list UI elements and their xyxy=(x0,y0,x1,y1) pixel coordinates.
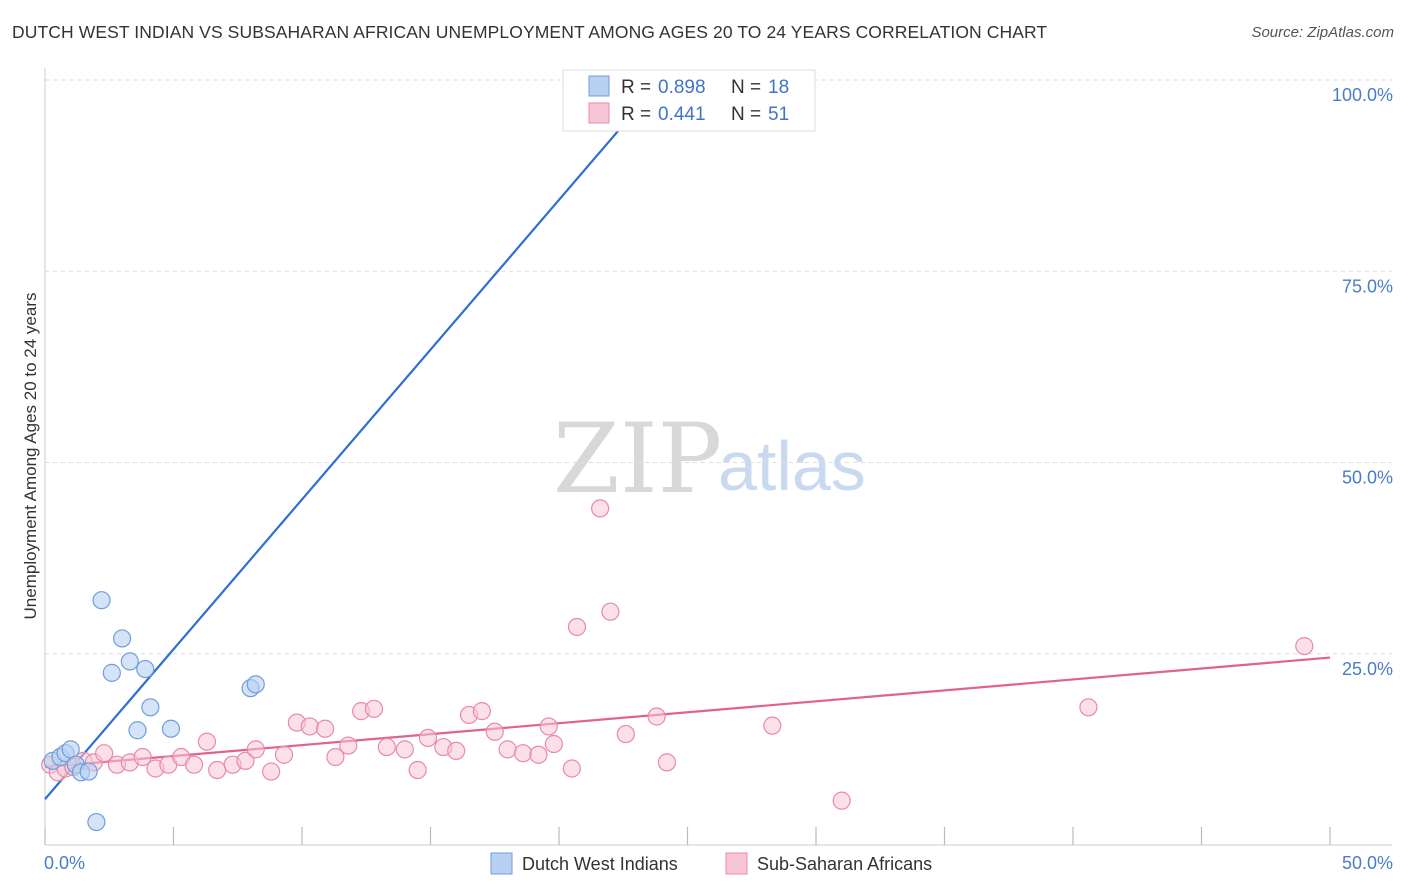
bottom-legend-swatch-pink xyxy=(725,852,748,875)
bottom-legend: Dutch West Indians Sub-Saharan Africans xyxy=(490,852,932,875)
x-tick-label: 50.0% xyxy=(1342,853,1393,873)
trend-line-sub-saharan-africans xyxy=(44,656,1331,769)
data-point-sub-saharan-africans xyxy=(616,724,635,744)
legend-r-value-blue: 0.898 xyxy=(658,77,706,98)
data-point-sub-saharan-africans xyxy=(184,755,204,774)
data-point-sub-saharan-africans xyxy=(1295,636,1314,656)
data-point-sub-saharan-africans xyxy=(246,740,265,759)
data-point-sub-saharan-africans xyxy=(657,753,677,772)
data-point-dutch-west-indians xyxy=(120,652,139,671)
data-point-sub-saharan-africans xyxy=(326,747,345,767)
data-point-dutch-west-indians xyxy=(87,812,106,832)
data-point-sub-saharan-africans xyxy=(832,791,851,810)
data-point-dutch-west-indians xyxy=(61,740,80,759)
data-point-sub-saharan-africans xyxy=(133,747,152,767)
data-point-sub-saharan-africans xyxy=(539,717,558,736)
data-points xyxy=(41,499,1314,832)
data-point-sub-saharan-africans xyxy=(197,732,217,751)
data-point-sub-saharan-africans xyxy=(591,499,610,518)
source-credit: Source: ZipAtlas.com xyxy=(1251,24,1394,41)
x-tick-label: 0.0% xyxy=(44,853,85,873)
axes xyxy=(44,68,1392,846)
data-point-sub-saharan-africans xyxy=(498,740,517,759)
data-point-sub-saharan-africans xyxy=(408,760,427,780)
data-point-sub-saharan-africans xyxy=(567,617,587,637)
y-tick-label: 25.0% xyxy=(1342,659,1393,679)
data-point-sub-saharan-africans xyxy=(472,702,491,721)
legend-r-value-pink: 0.441 xyxy=(658,104,706,125)
bottom-legend-swatch-blue xyxy=(490,852,513,875)
data-point-dutch-west-indians xyxy=(92,591,111,610)
watermark-atlas: atlas xyxy=(718,427,866,505)
data-point-sub-saharan-africans xyxy=(544,734,563,754)
data-point-sub-saharan-africans xyxy=(377,737,396,757)
data-point-sub-saharan-africans xyxy=(601,602,620,621)
data-point-sub-saharan-africans xyxy=(485,722,504,741)
data-point-sub-saharan-africans xyxy=(513,744,533,763)
legend-swatch-blue xyxy=(588,75,610,97)
data-point-sub-saharan-africans xyxy=(208,760,227,780)
chart-title: DUTCH WEST INDIAN VS SUBSAHARAN AFRICAN … xyxy=(12,22,1048,42)
data-point-sub-saharan-africans xyxy=(262,762,281,781)
data-point-sub-saharan-africans xyxy=(300,717,319,736)
data-point-sub-saharan-africans xyxy=(418,728,438,748)
watermark-zip: ZIP xyxy=(553,403,722,515)
y-tick-labels: 25.0% 50.0% 75.0% 100.0% xyxy=(1332,85,1393,679)
legend-n-value-blue: 18 xyxy=(768,77,789,98)
data-point-sub-saharan-africans xyxy=(647,707,666,726)
data-point-dutch-west-indians xyxy=(128,721,147,740)
y-tick-label: 75.0% xyxy=(1342,276,1393,296)
data-point-sub-saharan-africans xyxy=(95,744,114,763)
y-tick-label: 100.0% xyxy=(1332,85,1393,105)
data-point-sub-saharan-africans xyxy=(274,745,294,764)
legend-r-label-blue: R = xyxy=(621,77,651,98)
bottom-legend-label-blue: Dutch West Indians xyxy=(522,854,678,874)
top-legend: R = 0.898 N = 18 R = 0.441 N = 51 xyxy=(562,69,816,132)
legend-r-label-pink: R = xyxy=(621,104,651,125)
data-point-sub-saharan-africans xyxy=(447,741,466,761)
data-point-dutch-west-indians xyxy=(102,663,121,682)
legend-n-value-pink: 51 xyxy=(768,104,789,125)
bottom-legend-label-pink: Sub-Saharan Africans xyxy=(757,854,932,874)
data-point-dutch-west-indians xyxy=(79,762,98,781)
data-point-sub-saharan-africans xyxy=(763,716,782,735)
data-point-sub-saharan-africans xyxy=(339,736,358,755)
data-point-dutch-west-indians xyxy=(136,659,155,679)
data-point-dutch-west-indians xyxy=(161,719,181,738)
data-point-dutch-west-indians xyxy=(246,675,265,694)
data-point-sub-saharan-africans xyxy=(364,699,384,718)
data-point-sub-saharan-africans xyxy=(395,740,414,759)
legend-swatch-pink xyxy=(588,102,610,124)
data-point-sub-saharan-africans xyxy=(562,759,581,778)
grid-lines xyxy=(45,79,1392,655)
data-point-dutch-west-indians xyxy=(141,698,160,717)
y-axis-label: Unemployment Among Ages 20 to 24 years xyxy=(21,293,40,620)
data-point-sub-saharan-africans xyxy=(236,751,255,770)
data-point-sub-saharan-africans xyxy=(316,719,335,738)
data-point-sub-saharan-africans xyxy=(1079,698,1098,717)
legend-n-label-pink: N = xyxy=(731,104,761,125)
data-point-sub-saharan-africans xyxy=(529,745,548,764)
trend-line-dutch-west-indians xyxy=(44,79,663,800)
legend-n-label-blue: N = xyxy=(731,77,761,98)
data-point-dutch-west-indians xyxy=(112,629,132,648)
x-tick-labels: 0.0% 50.0% xyxy=(44,853,1393,873)
y-tick-label: 50.0% xyxy=(1342,468,1393,488)
